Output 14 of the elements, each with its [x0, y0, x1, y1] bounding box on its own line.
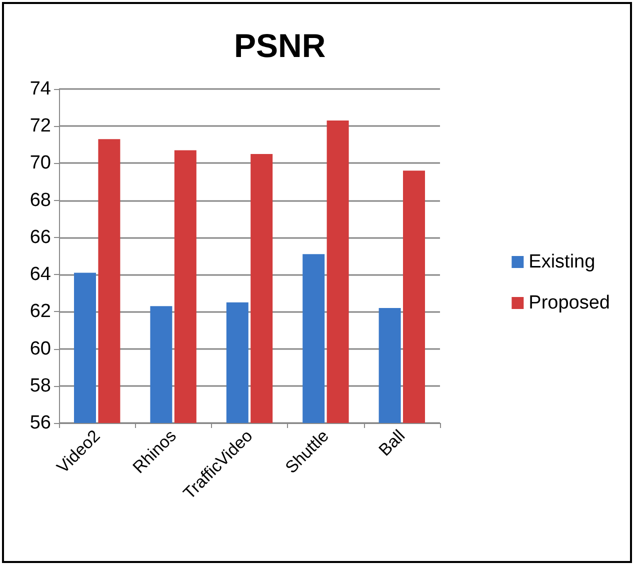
y-tick-label: 70	[30, 152, 51, 174]
x-tick-label: Ball	[375, 426, 409, 460]
y-tick-label: 56	[30, 412, 51, 434]
y-tick-label: 72	[30, 116, 51, 137]
legend-label: Proposed	[528, 292, 610, 314]
y-tick-label: 60	[30, 338, 51, 360]
y-tick-label: 68	[30, 190, 51, 211]
y-tick-label: 62	[30, 301, 51, 322]
legend-label: Existing	[528, 252, 596, 272]
y-tick-label: 74	[30, 78, 52, 100]
y-tick-label: 58	[30, 375, 51, 396]
chart-title: PSNR	[234, 27, 326, 64]
y-tick-label: 64	[30, 264, 52, 286]
y-tick-label: 66	[30, 226, 51, 248]
